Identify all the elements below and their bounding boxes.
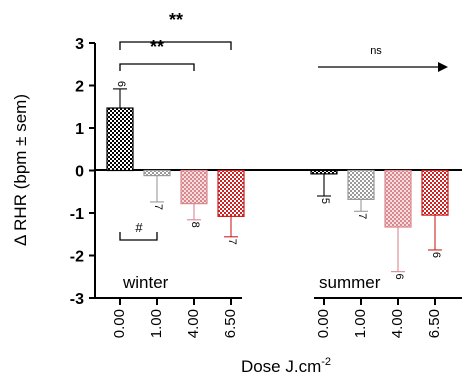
- n-label: 7: [152, 204, 164, 210]
- sig-label-mid: **: [150, 37, 164, 57]
- y-tick-label: 3: [75, 36, 84, 53]
- y-tick-label: -2: [70, 249, 84, 266]
- n-label: 8: [189, 222, 201, 228]
- n-label: 6: [115, 81, 127, 87]
- x-axis-label-main: Dose J.cm: [241, 357, 321, 376]
- x-axis-label-superscript: -2: [321, 356, 331, 368]
- bar: [106, 107, 134, 172]
- x-tick-label: 4.00: [389, 309, 406, 338]
- x-tick-label: 4.00: [185, 309, 202, 338]
- x-axis-label: Dose J.cm-2: [241, 356, 331, 376]
- sig-label-top: **: [169, 10, 183, 30]
- hash-label: #: [135, 220, 143, 235]
- n-label: 5: [319, 198, 331, 204]
- bar: [180, 169, 208, 205]
- y-tick-label: 0: [75, 164, 84, 181]
- ns-label: ns: [370, 45, 382, 57]
- bar: [143, 169, 171, 177]
- x-tick-label: 6.50: [426, 309, 443, 338]
- sig-bracket-mid: [119, 63, 195, 71]
- y-tick-label: 1: [75, 121, 84, 138]
- n-label: 6: [393, 274, 405, 280]
- y-tick-label: -3: [70, 291, 84, 308]
- bar: [310, 169, 338, 175]
- n-label: 6: [430, 252, 442, 258]
- y-axis-label: Δ RHR (bpm ± sem): [11, 94, 30, 246]
- bar: [384, 169, 412, 228]
- group-label-summer: summer: [319, 273, 381, 292]
- x-tick-label: 0.00: [111, 309, 128, 338]
- y-tick-label: -1: [70, 206, 84, 223]
- n-label: 7: [226, 239, 238, 245]
- y-ticks: 3 2 1 0 -1 -2 -3: [70, 36, 95, 308]
- x-tick-label: 0.00: [315, 309, 332, 338]
- bar: [421, 169, 449, 216]
- hash-bracket: [119, 232, 158, 241]
- y-tick-label: 2: [75, 79, 84, 96]
- x-tick-label: 1.00: [352, 309, 369, 338]
- x-tick-label: 1.00: [148, 309, 165, 338]
- group-label-winter: winter: [122, 273, 169, 292]
- x-ticks: 0.00 1.00 4.00 6.50 0.00 1.00 4.00 6.50: [111, 298, 443, 338]
- x-tick-label: 6.50: [222, 309, 239, 338]
- sig-bracket-top: [119, 41, 232, 50]
- bar: [347, 169, 375, 200]
- bars: 6 7 8 7 5 7 6 6: [106, 81, 449, 280]
- bar: [217, 169, 245, 218]
- n-label: 7: [356, 213, 368, 219]
